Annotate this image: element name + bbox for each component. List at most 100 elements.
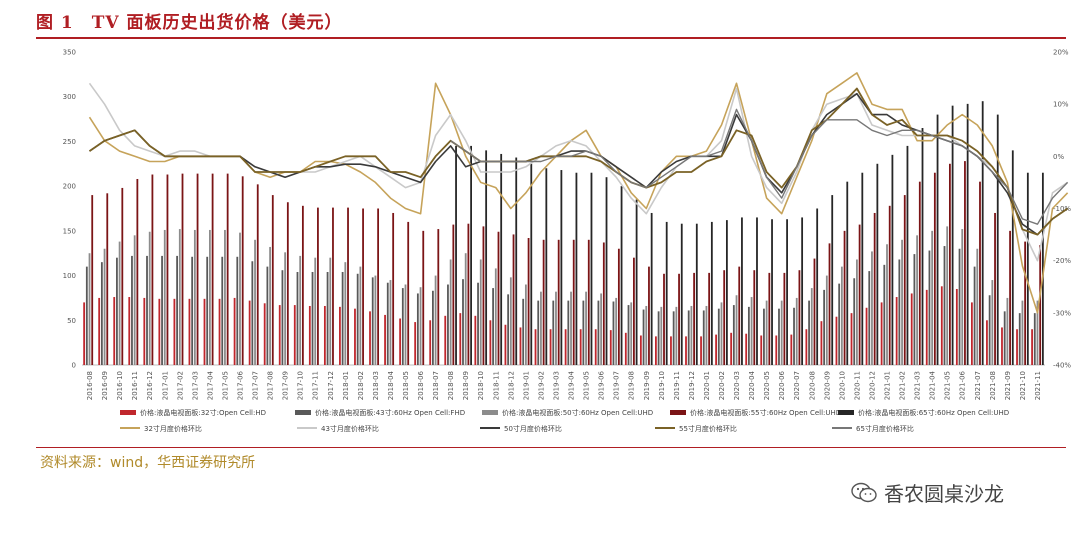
bar: [991, 280, 994, 365]
bar: [768, 272, 771, 365]
bar: [642, 309, 645, 365]
figure-number: 图 1: [36, 13, 74, 33]
y-right-tick-label: 0%: [1053, 153, 1064, 161]
y-right-tick-label: -10%: [1053, 205, 1071, 213]
bar: [286, 202, 289, 365]
bar: [158, 298, 161, 365]
bar: [657, 311, 660, 365]
bar: [1009, 230, 1011, 365]
bar: [708, 272, 711, 365]
x-tick-label: 2021-05: [944, 371, 952, 400]
x-tick-label: 2018-12: [507, 371, 515, 400]
x-tick-label: 2016-10: [116, 371, 124, 400]
bar: [958, 248, 961, 365]
bar: [224, 229, 226, 365]
bar: [955, 288, 958, 365]
bar: [979, 181, 981, 365]
bar: [730, 332, 733, 365]
bar: [83, 302, 86, 365]
x-tick-label: 2017-06: [236, 370, 244, 400]
bar: [512, 234, 515, 365]
bar: [545, 168, 548, 365]
bar: [948, 163, 951, 365]
y-right-tick-label: -20%: [1053, 257, 1071, 265]
x-tick-label: 2021-10: [1019, 371, 1027, 400]
bar: [738, 266, 741, 365]
bar: [284, 252, 287, 365]
bar: [128, 297, 131, 365]
legend-label: 价格:液晶电视面板:55寸:60Hz Open Cell:UHD: [690, 408, 841, 417]
bar: [717, 308, 720, 365]
bar: [455, 145, 457, 365]
bar: [853, 278, 856, 365]
bar: [780, 300, 783, 365]
bar: [675, 306, 678, 365]
bar: [715, 334, 717, 365]
bar: [732, 305, 735, 365]
x-tick-label: 2018-02: [357, 371, 365, 400]
bar: [557, 239, 560, 365]
bar: [347, 207, 349, 365]
bar: [805, 329, 808, 365]
bar: [602, 242, 605, 365]
bar: [775, 335, 778, 365]
bar: [865, 307, 868, 365]
x-tick-label: 2018-06: [417, 370, 425, 400]
bar: [988, 295, 991, 365]
bar: [166, 174, 169, 365]
bar: [419, 287, 422, 365]
x-tick-label: 2019-04: [568, 370, 576, 400]
bar: [931, 230, 934, 365]
bar: [329, 257, 332, 365]
bar: [344, 262, 347, 365]
bar: [1026, 172, 1029, 365]
bar: [341, 271, 344, 365]
x-tick-label: 2017-11: [312, 371, 320, 400]
bar: [745, 333, 748, 365]
bar: [188, 298, 191, 365]
bar: [489, 320, 492, 365]
x-tick-label: 2016-09: [101, 371, 109, 400]
bar: [705, 305, 708, 365]
bar: [452, 224, 455, 365]
watermark-text: 香农圆桌沙龙: [884, 482, 1004, 506]
x-tick-label: 2017-12: [327, 371, 335, 400]
x-tick-label: 2020-06: [778, 370, 786, 400]
bar: [572, 239, 575, 365]
bar: [181, 173, 184, 365]
bar: [783, 272, 786, 365]
bar: [579, 329, 582, 365]
legend-label: 价格:液晶电视面板:65寸:60Hz Open Cell:UHD: [858, 408, 1009, 417]
bar: [981, 101, 984, 365]
x-tick-label: 2020-02: [718, 371, 726, 400]
bar: [861, 172, 864, 365]
y-right-tick-label: -30%: [1053, 309, 1071, 317]
x-tick-label: 2021-02: [899, 371, 907, 400]
legend-label: 65寸月度价格环比: [856, 424, 914, 433]
bar: [362, 208, 364, 365]
y-left-tick-label: 200: [63, 183, 76, 191]
bar: [750, 297, 753, 365]
bar: [106, 193, 109, 365]
bar: [617, 248, 620, 365]
bar: [609, 330, 612, 365]
bar: [582, 300, 585, 365]
bar: [810, 288, 813, 365]
y-right-tick-label: 20%: [1053, 49, 1069, 57]
bar: [940, 286, 943, 365]
bar: [100, 262, 103, 365]
x-tick-label: 2017-04: [206, 370, 214, 400]
x-tick-label: 2020-05: [763, 371, 771, 400]
x-tick-label: 2019-09: [643, 371, 651, 400]
x-tick-label: 2016-08: [86, 371, 94, 400]
series-line: [88, 82, 1069, 262]
series-line: [89, 92, 1069, 236]
bar: [831, 195, 834, 365]
bar: [432, 290, 434, 365]
bar: [720, 302, 723, 365]
x-tick-label: 2018-08: [447, 371, 455, 400]
bar: [404, 284, 407, 365]
bar: [477, 282, 479, 365]
x-tick-label: 2019-03: [552, 371, 560, 400]
bar: [1021, 300, 1024, 365]
